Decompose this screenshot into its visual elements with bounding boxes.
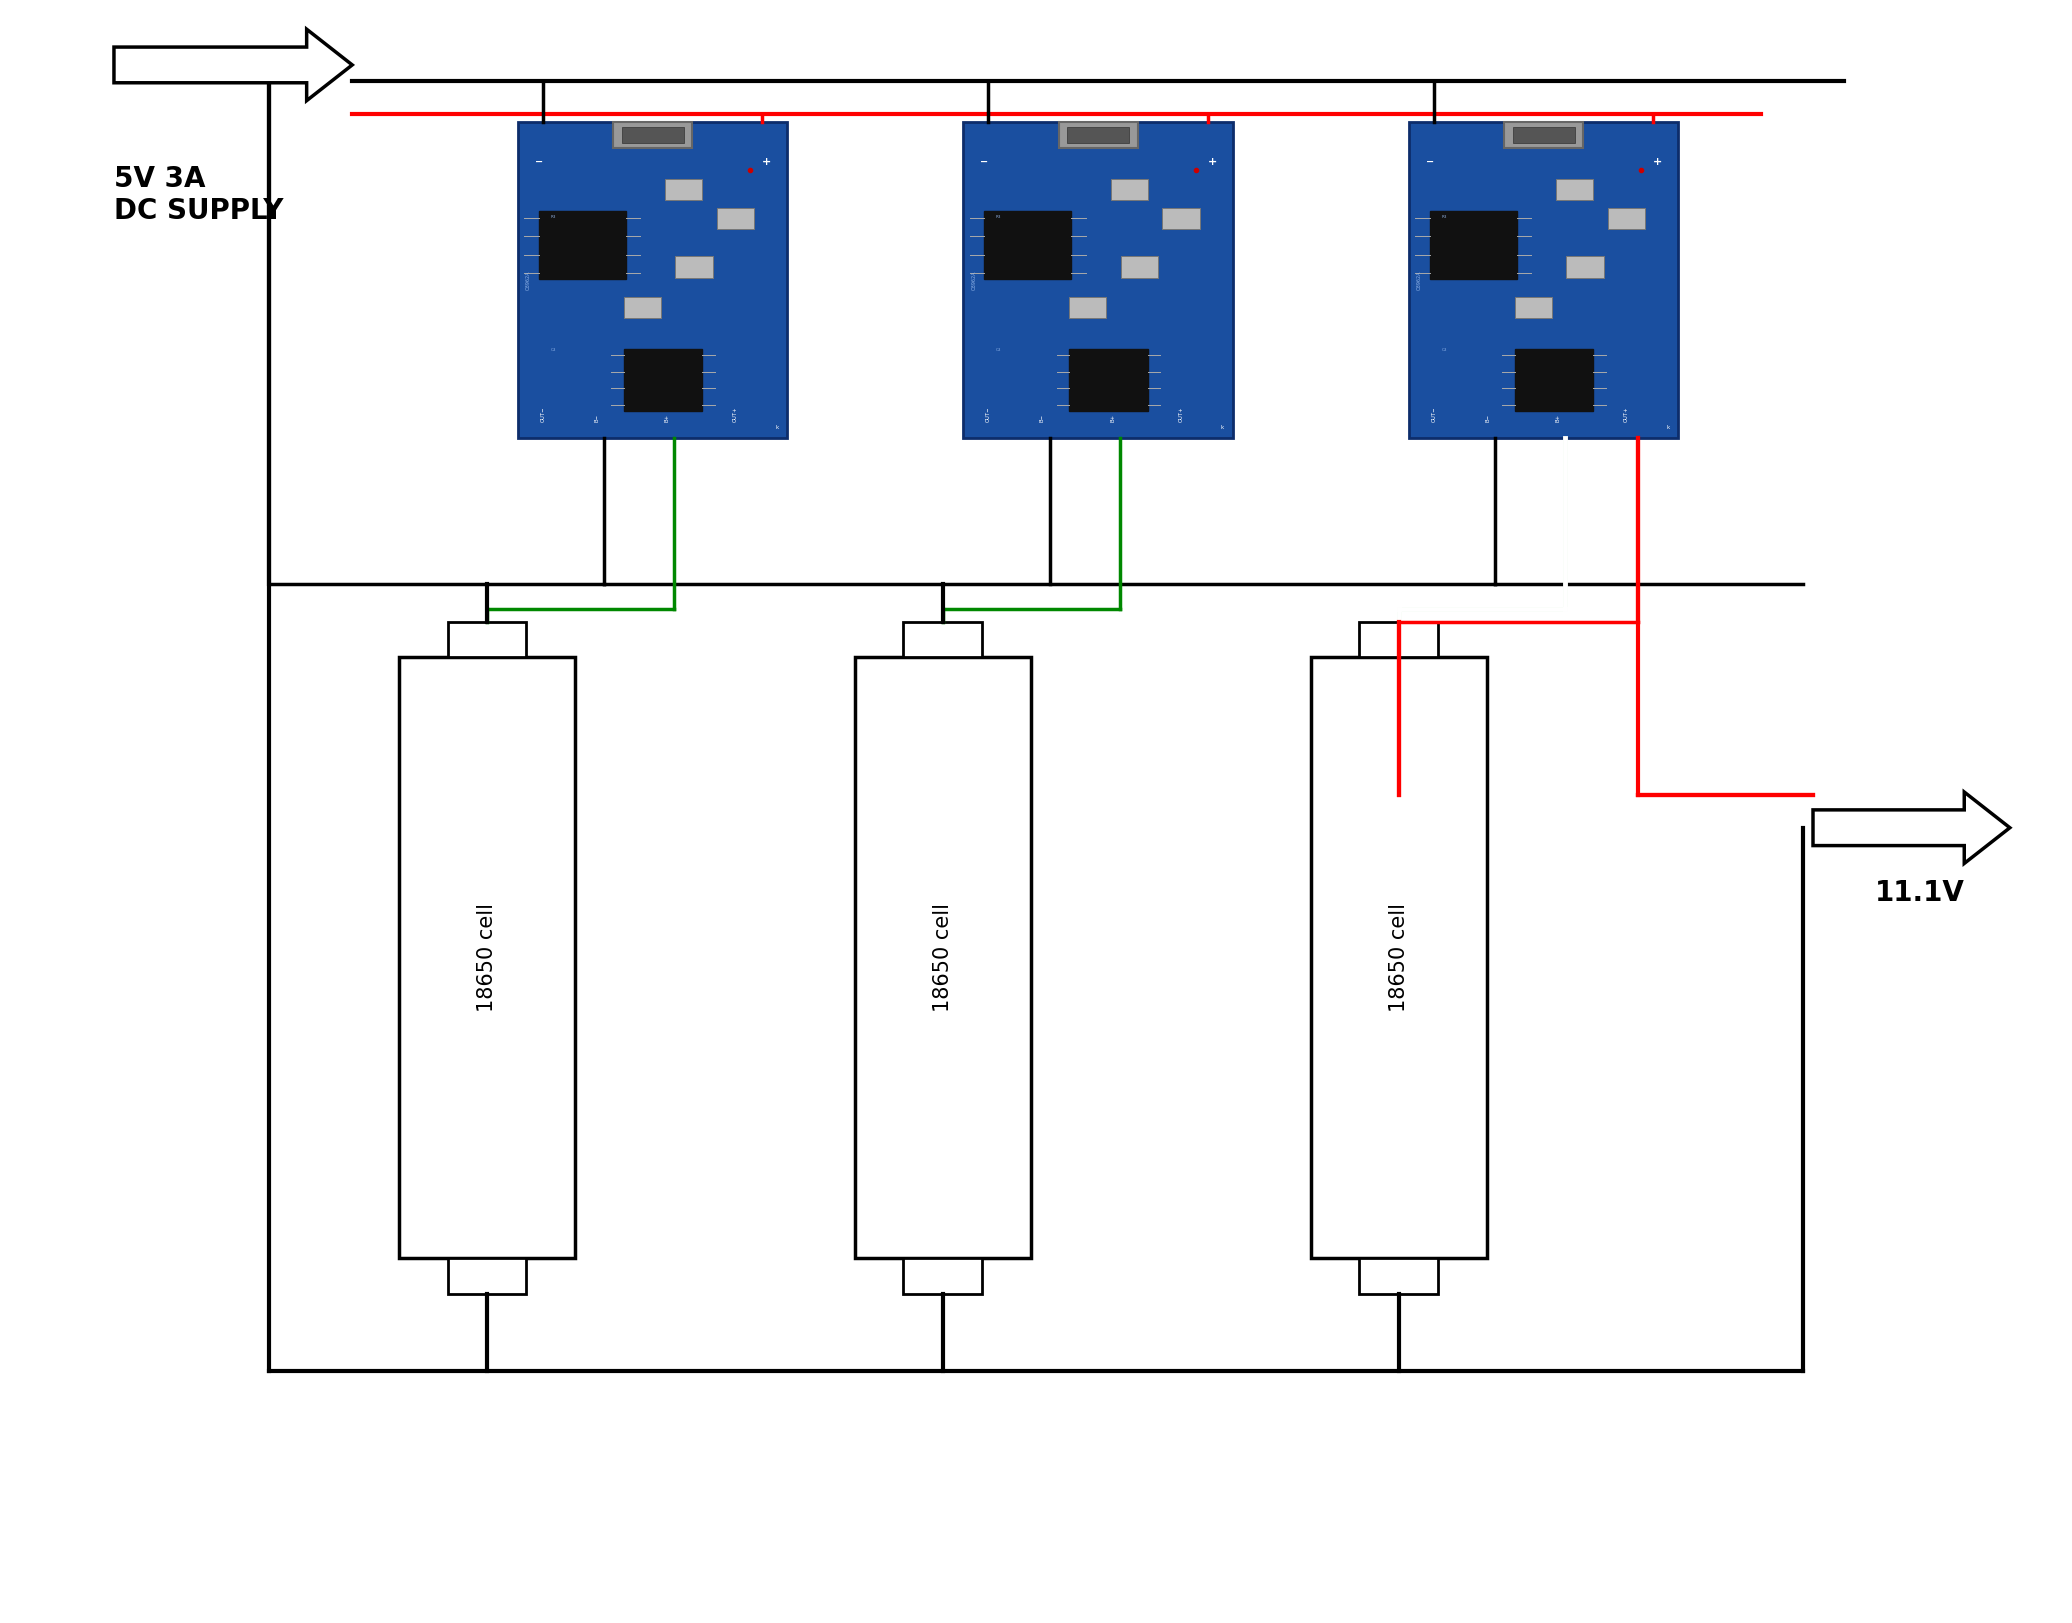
Bar: [1162, 208, 1200, 229]
Text: +: +: [1208, 157, 1216, 167]
Text: OUT+: OUT+: [733, 406, 738, 422]
Text: +: +: [762, 157, 771, 167]
Text: k: k: [1666, 425, 1670, 430]
Bar: [717, 208, 754, 229]
Bar: [1608, 208, 1645, 229]
Polygon shape: [1813, 792, 2010, 863]
Text: 18650 cell: 18650 cell: [932, 902, 953, 1013]
Bar: [1566, 256, 1604, 278]
Text: R3: R3: [997, 214, 1001, 219]
Text: C3: C3: [997, 347, 1001, 352]
Bar: [1504, 122, 1583, 148]
Text: O3962A: O3962A: [526, 269, 530, 291]
Text: O3962A: O3962A: [972, 269, 976, 291]
Bar: [1121, 256, 1158, 278]
Bar: [624, 349, 702, 411]
Text: OUT−: OUT−: [986, 406, 990, 422]
Text: C3: C3: [551, 347, 555, 352]
Bar: [622, 127, 684, 143]
Bar: [624, 297, 661, 318]
Text: R3: R3: [551, 214, 555, 219]
Bar: [1312, 657, 1488, 1258]
Text: −: −: [980, 157, 988, 167]
Text: +: +: [1653, 157, 1662, 167]
Text: k: k: [775, 425, 779, 430]
Bar: [903, 1258, 982, 1294]
Bar: [1515, 297, 1552, 318]
Text: OUT+: OUT+: [1624, 406, 1629, 422]
Bar: [448, 622, 526, 657]
Text: B+: B+: [1556, 414, 1560, 422]
Bar: [1059, 122, 1138, 148]
Bar: [1515, 349, 1593, 411]
Bar: [1430, 211, 1517, 279]
Text: C3: C3: [1442, 347, 1446, 352]
Bar: [448, 1258, 526, 1294]
Text: −: −: [535, 157, 543, 167]
Text: 18650 cell: 18650 cell: [1388, 902, 1409, 1013]
Text: 11.1V: 11.1V: [1875, 878, 1964, 907]
Bar: [675, 256, 713, 278]
Bar: [613, 122, 692, 148]
Bar: [903, 622, 982, 657]
Bar: [518, 122, 787, 438]
Text: OUT−: OUT−: [541, 406, 545, 422]
Bar: [856, 657, 1032, 1258]
Text: k: k: [1220, 425, 1225, 430]
Bar: [539, 211, 626, 279]
Text: B−: B−: [1040, 414, 1044, 422]
Bar: [1069, 349, 1148, 411]
Bar: [1556, 179, 1593, 200]
Text: B+: B+: [665, 414, 669, 422]
Text: B−: B−: [1486, 414, 1490, 422]
Text: R3: R3: [1442, 214, 1446, 219]
Text: 18650 cell: 18650 cell: [477, 902, 497, 1013]
Text: OUT+: OUT+: [1179, 406, 1183, 422]
Bar: [1409, 122, 1678, 438]
Text: OUT−: OUT−: [1432, 406, 1436, 422]
Text: O3962A: O3962A: [1417, 269, 1421, 291]
Bar: [1513, 127, 1575, 143]
Bar: [1069, 297, 1106, 318]
Bar: [1359, 1258, 1438, 1294]
Bar: [398, 657, 574, 1258]
Text: −: −: [1426, 157, 1434, 167]
Polygon shape: [114, 29, 352, 101]
Bar: [1111, 179, 1148, 200]
Bar: [984, 211, 1071, 279]
Bar: [1359, 622, 1438, 657]
Bar: [665, 179, 702, 200]
Bar: [963, 122, 1233, 438]
Text: B+: B+: [1111, 414, 1115, 422]
Text: 5V 3A
DC SUPPLY: 5V 3A DC SUPPLY: [114, 164, 284, 226]
Bar: [1067, 127, 1129, 143]
Text: B−: B−: [595, 414, 599, 422]
